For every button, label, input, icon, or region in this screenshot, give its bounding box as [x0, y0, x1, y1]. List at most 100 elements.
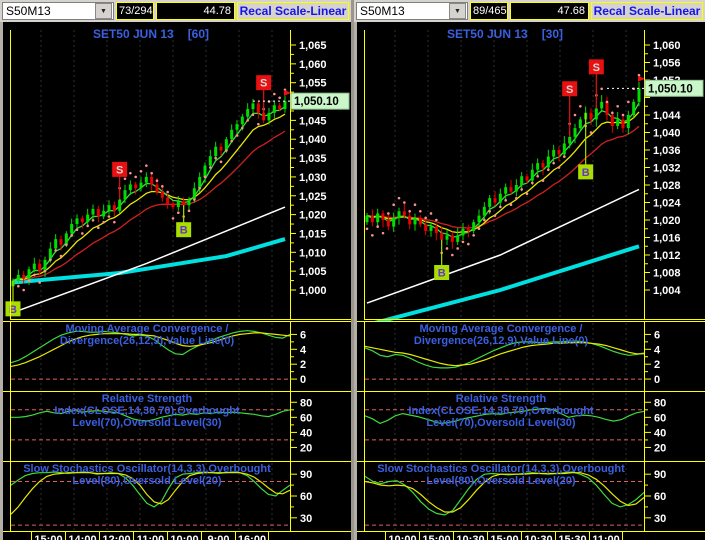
sell-signal: [562, 81, 578, 97]
indicator-axis-label: 0: [654, 374, 660, 386]
main-chart-section: BSBS1,0601,0561,0521,0441,0401,0361,0321…: [357, 22, 705, 321]
time-axis: 10:00 15:00 10:30 15:00 10:30 15:30 11:00: [357, 531, 705, 540]
indicator-axis-label: 60: [654, 412, 666, 424]
time-label: 15:00: [419, 532, 453, 540]
indicator-axis-label: 2: [654, 359, 660, 371]
toolbar: S50M13 ▼ 73/294 44.78 Recal Scale-Linear: [0, 0, 351, 22]
indicator-axis-label: 90: [654, 469, 666, 481]
price-axis-label: 1,040: [299, 134, 327, 146]
price-axis-label: 1,032: [653, 163, 681, 175]
svg-text:1,050.10: 1,050.10: [648, 83, 693, 95]
indicator-axis-label: 6: [654, 329, 660, 341]
main-chart-section: B S B S 1,065 1,060 1,055 1,045 1,040 1,035 1,030 1…: [3, 22, 351, 321]
macd-chart[interactable]: 0 2 4 6: [357, 321, 705, 391]
chart-panel-30min: S50M13 ▼ 89/465 47.68 Recal Scale-Linear…: [354, 0, 705, 540]
price-chart[interactable]: B S B S 1,065 1,060 1,055 1,045 1,040 1,035 1,030 1…: [3, 22, 351, 321]
rsi-section: 20 40 60 80 Relative Strength Index(CLOSE,1…: [3, 391, 351, 461]
chevron-down-icon[interactable]: ▼: [449, 3, 466, 19]
last-price-tag: [644, 79, 704, 97]
indicator-axis-label: 40: [654, 427, 666, 439]
indicator-axis-label: 60: [300, 412, 312, 424]
price-axis-label: 1,036: [653, 145, 681, 157]
symbol-select[interactable]: S50M13 ▼: [2, 2, 114, 20]
buy-signal: [434, 265, 450, 280]
buy-signal: [176, 222, 192, 238]
time-label: 16:00: [235, 532, 269, 540]
time-label: 10:00: [167, 532, 201, 540]
buy-signal: [578, 164, 594, 180]
time-label: 15:00: [31, 532, 65, 540]
time-label: 11:00: [589, 532, 623, 540]
indicator-axis-label: 90: [300, 469, 312, 481]
symbol-select[interactable]: S50M13 ▼: [356, 2, 468, 20]
price-chart[interactable]: BSBS1,0601,0561,0521,0441,0401,0361,0321…: [357, 22, 705, 321]
bar-count-display: 89/465: [470, 2, 508, 20]
rsi-chart[interactable]: 20 40 60 80: [3, 391, 351, 461]
price-axis-label: 1,044: [653, 110, 681, 122]
indicator-axis-label: 4: [300, 344, 307, 356]
time-label: 9:00: [201, 532, 235, 540]
price-axis-label: 1,005: [299, 266, 327, 278]
price-axis-label: 1,060: [653, 40, 681, 52]
price-axis-label: 1,025: [299, 191, 327, 203]
svg-text:S: S: [116, 164, 123, 176]
time-label: 10:00: [385, 532, 419, 540]
svg-text:B: B: [9, 304, 17, 316]
price-axis-label: 1,008: [653, 268, 681, 280]
price-axis-label: 1,024: [653, 198, 681, 210]
price-axis-label: 1,004: [653, 285, 681, 297]
indicator-axis-label: 60: [300, 491, 312, 503]
time-label: 10:30: [453, 532, 487, 540]
chevron-down-icon[interactable]: ▼: [95, 3, 112, 19]
symbol-value: S50M13: [6, 4, 51, 18]
price-axis-label: 1,030: [299, 172, 327, 184]
recal-scale-button[interactable]: Recal Scale-Linear: [237, 2, 349, 20]
stochastics-section: 30 60 90 Slow Stochastics Oscillator(14,3,…: [3, 461, 351, 531]
time-label: 12:00: [99, 532, 133, 540]
indicator-axis-label: 20: [300, 442, 312, 454]
toolbar: S50M13 ▼ 89/465 47.68 Recal Scale-Linear: [354, 0, 705, 22]
last-price-tag: [290, 92, 350, 110]
price-axis-label: 1,045: [299, 115, 327, 127]
chart-stack: BSBS1,0601,0561,0521,0441,0401,0361,0321…: [354, 22, 705, 540]
time-label: 11:00: [133, 532, 167, 540]
indicator-axis-label: 30: [300, 513, 312, 525]
time-label: 15:30: [555, 532, 589, 540]
stochastics-chart[interactable]: 30 60 90: [3, 461, 351, 531]
indicator-axis-label: 40: [300, 427, 312, 439]
price-axis-label: 1,012: [653, 250, 681, 262]
price-axis-label: 1,016: [653, 233, 681, 245]
value-display: 47.68: [510, 2, 589, 20]
svg-text:S: S: [566, 84, 573, 96]
price-axis-label: 1,028: [653, 180, 681, 192]
price-axis-label: 1,065: [299, 40, 327, 52]
svg-text:B: B: [180, 225, 188, 237]
indicator-axis-label: 4: [654, 344, 661, 356]
price-axis-label: 1,055: [299, 78, 327, 90]
price-axis-label: 1,020: [299, 210, 327, 222]
time-label: 10:30: [521, 532, 555, 540]
indicator-axis-label: 80: [654, 397, 666, 409]
price-axis-label: 1,010: [299, 247, 327, 259]
chart-stack: B S B S 1,065 1,060 1,055 1,045 1,040 1,035 1,030 1…: [0, 22, 351, 540]
value-display: 44.78: [156, 2, 235, 20]
price-axis-label: 1,056: [653, 58, 681, 70]
svg-text:S: S: [593, 62, 600, 74]
time-label: 14:00: [65, 532, 99, 540]
macd-chart[interactable]: 0 2 4 6: [3, 321, 351, 391]
svg-text:1,050.10: 1,050.10: [294, 96, 339, 108]
time-axis: 15:00 14:00 12:00 11:00 10:00 9:00 16:00: [3, 531, 351, 540]
rsi-section: 20 40 60 80 Relative Strength Index(CLOSE,1…: [357, 391, 705, 461]
svg-text:B: B: [438, 268, 446, 280]
indicator-axis-label: 30: [654, 513, 666, 525]
indicator-axis-label: 0: [300, 374, 306, 386]
stochastics-chart[interactable]: 30 60 90: [357, 461, 705, 531]
price-axis-label: 1,060: [299, 59, 327, 71]
rsi-chart[interactable]: 20 40 60 80: [357, 391, 705, 461]
recal-scale-button[interactable]: Recal Scale-Linear: [591, 2, 703, 20]
sell-signal: [112, 161, 128, 177]
stochastics-section: 30 60 90 Slow Stochastics Oscillator(14,3,…: [357, 461, 705, 531]
chart-panel-60min: S50M13 ▼ 73/294 44.78 Recal Scale-Linear…: [0, 0, 351, 540]
